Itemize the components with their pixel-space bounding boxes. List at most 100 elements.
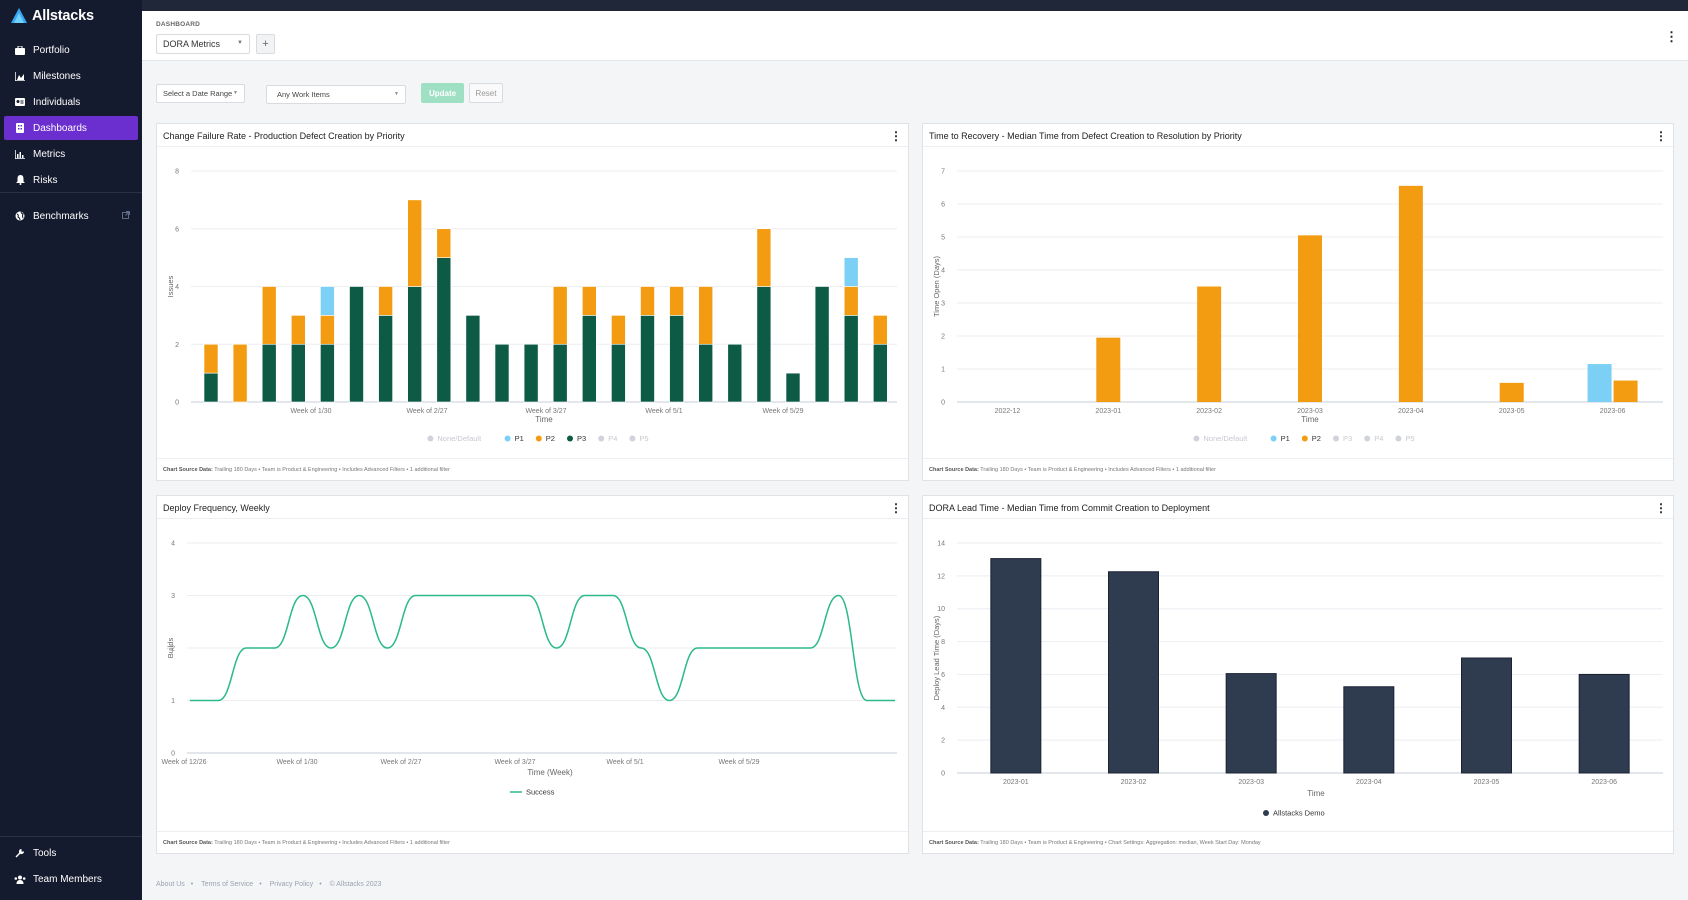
bar-p2	[1499, 382, 1524, 402]
bar-p3	[814, 286, 830, 403]
legend-marker	[1263, 810, 1269, 816]
bar-p2	[1298, 235, 1322, 402]
dashboard-icon	[14, 122, 26, 134]
breadcrumb: DASHBOARD	[156, 21, 201, 28]
bar-lead-time	[1108, 571, 1159, 774]
card-divider	[923, 518, 1673, 519]
bar-p2	[669, 286, 684, 316]
reset-button[interactable]: Reset	[469, 83, 503, 103]
caret-down-icon: ▼	[237, 40, 243, 46]
footer-label: Chart Source Data:	[929, 840, 979, 846]
footer-copyright: © Allstacks 2023	[329, 881, 382, 888]
allstacks-logo[interactable]: Allstacks	[10, 6, 94, 26]
external-link-icon	[122, 210, 130, 222]
footer-link-privacy[interactable]: Privacy Policy	[269, 881, 314, 888]
legend-marker	[1193, 435, 1200, 442]
sidebar-item-dashboards[interactable]: Dashboards	[4, 116, 138, 140]
footer-text: Trailing 180 Days • Team is Product & En…	[214, 840, 450, 846]
bell-icon	[14, 174, 26, 186]
briefcase-icon	[14, 44, 26, 56]
y-tick-label: 4	[941, 705, 945, 712]
sidebar-item-label: Team Members	[33, 873, 102, 885]
dashboard-select[interactable]: DORA Metrics ▼	[156, 34, 250, 54]
x-tick-label: Week of 2/27	[380, 759, 421, 766]
sidebar-item-metrics[interactable]: Metrics	[4, 142, 138, 166]
bar-p3	[203, 372, 219, 403]
footer-sep: •	[190, 881, 194, 888]
bar-p2	[320, 315, 335, 345]
x-tick-label: Week of 2/27	[406, 408, 447, 415]
y-tick-label: 10	[937, 606, 945, 613]
update-button[interactable]: Update	[421, 83, 464, 103]
card-title: Deploy Frequency, Weekly	[163, 503, 270, 513]
legend-marker	[567, 435, 573, 442]
card-menu-icon[interactable]: ⋮	[890, 129, 902, 143]
y-tick-label: 0	[941, 400, 945, 407]
sidebar-item-team-members[interactable]: Team Members	[4, 867, 138, 891]
lt-chart: 0 2 4 6 8 10 12 14 Deploy Lead Time (Days) 2023-0…	[932, 541, 1663, 818]
card-footer: Chart Source Data: Trailing 180 Days • T…	[157, 458, 908, 480]
sidebar-item-risks[interactable]: Risks	[4, 168, 138, 192]
sidebar-item-milestones[interactable]: Milestones	[4, 64, 138, 88]
work-items-select[interactable]: Any Work Items ▼	[266, 85, 406, 104]
users-icon	[14, 873, 26, 885]
bar-p2	[407, 199, 422, 287]
header-menu-icon[interactable]: ⋮	[1665, 29, 1678, 44]
legend-item: P4	[1374, 434, 1383, 443]
bar-p3	[727, 343, 743, 403]
bar-p2	[378, 286, 393, 316]
x-tick-label: Week of 5/1	[606, 759, 643, 766]
y-axis-label: Builds	[166, 638, 175, 659]
card-menu-icon[interactable]: ⋮	[890, 501, 902, 515]
footer-label: Chart Source Data:	[929, 467, 979, 473]
bar-p1	[320, 286, 335, 316]
card-menu-icon[interactable]: ⋮	[1655, 129, 1667, 143]
footer-link-terms[interactable]: Terms of Service	[201, 881, 254, 888]
y-tick-label: 14	[937, 541, 945, 548]
bar-p3	[494, 343, 510, 403]
y-tick-label: 6	[175, 226, 179, 233]
y-tick-label: 0	[171, 751, 175, 758]
legend-marker	[629, 435, 636, 442]
card-divider	[923, 146, 1673, 147]
sidebar-item-tools[interactable]: Tools	[4, 841, 138, 865]
x-tick-label: Week of 5/29	[762, 408, 803, 415]
bar-lead-time	[1578, 673, 1630, 774]
legend-item: P1	[1281, 434, 1290, 443]
y-tick-label: 2	[175, 342, 179, 349]
legend-marker	[427, 435, 434, 442]
footer-link-about[interactable]: About Us	[156, 881, 185, 888]
bar-lead-time	[1343, 686, 1395, 774]
sidebar-item-portfolio[interactable]: Portfolio	[4, 38, 138, 62]
bar-p2	[291, 315, 306, 345]
bar-p3	[698, 343, 714, 403]
sidebar: Allstacks Portfolio Milestones Individua…	[0, 0, 142, 900]
date-range-select[interactable]: Select a Date Range ▼	[156, 84, 245, 103]
legend-marker	[1333, 435, 1339, 442]
bar-p3	[407, 286, 422, 403]
footer-label: Chart Source Data:	[163, 840, 213, 846]
bar-p2	[872, 315, 888, 345]
card-menu-icon[interactable]: ⋮	[1655, 501, 1667, 515]
x-tick-label: 2023-03	[1238, 779, 1264, 786]
x-tick-label: 2023-01	[1003, 779, 1029, 786]
globe-icon	[14, 210, 26, 222]
bar-p2	[1197, 286, 1222, 402]
legend-marker	[535, 435, 542, 442]
sidebar-item-label: Risks	[33, 174, 58, 186]
x-tick-label: Week of 1/30	[290, 408, 331, 415]
legend-item: P5	[1405, 434, 1414, 443]
legend-item: P5	[639, 434, 648, 443]
caret-down-icon: ▼	[233, 90, 238, 96]
x-tick-label: 2023-01	[1095, 408, 1121, 415]
y-tick-label: 4	[171, 541, 175, 548]
add-dashboard-button[interactable]: +	[256, 34, 275, 54]
y-tick-label: 4	[941, 268, 945, 275]
legend-item: P2	[546, 434, 555, 443]
legend-marker	[1364, 435, 1371, 442]
x-tick-label: Week of 12/26	[161, 759, 206, 766]
sidebar-divider	[0, 192, 142, 193]
legend-item: P2	[1312, 434, 1321, 443]
sidebar-item-benchmarks[interactable]: Benchmarks	[4, 204, 138, 228]
sidebar-item-individuals[interactable]: Individuals	[4, 90, 138, 114]
